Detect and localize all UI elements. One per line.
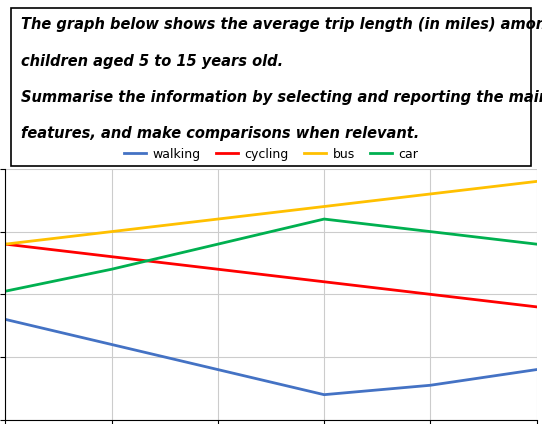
walking bbox=[321, 392, 327, 397]
Text: The graph below shows the average trip length (in miles) among U.S.: The graph below shows the average trip l… bbox=[21, 17, 542, 32]
car bbox=[2, 289, 9, 294]
bus bbox=[533, 179, 540, 184]
walking bbox=[533, 367, 540, 372]
cycling bbox=[427, 292, 434, 297]
bus bbox=[108, 229, 115, 234]
walking bbox=[215, 367, 221, 372]
cycling bbox=[2, 242, 9, 247]
car bbox=[215, 242, 221, 247]
cycling bbox=[215, 267, 221, 272]
Text: features, and make comparisons when relevant.: features, and make comparisons when rele… bbox=[21, 126, 420, 141]
bus bbox=[2, 242, 9, 247]
Text: children aged 5 to 15 years old.: children aged 5 to 15 years old. bbox=[21, 53, 283, 69]
bus bbox=[427, 191, 434, 196]
car bbox=[427, 229, 434, 234]
Text: Summarise the information by selecting and reporting the main: Summarise the information by selecting a… bbox=[21, 90, 542, 105]
car bbox=[533, 242, 540, 247]
Line: cycling: cycling bbox=[5, 244, 537, 307]
Line: bus: bus bbox=[5, 181, 537, 244]
Line: walking: walking bbox=[5, 319, 537, 395]
walking bbox=[427, 383, 434, 388]
bus bbox=[321, 204, 327, 209]
walking bbox=[2, 317, 9, 322]
bus bbox=[215, 217, 221, 222]
cycling bbox=[108, 254, 115, 259]
car bbox=[108, 267, 115, 272]
FancyBboxPatch shape bbox=[11, 8, 531, 166]
car bbox=[321, 217, 327, 222]
cycling bbox=[533, 304, 540, 310]
walking bbox=[108, 342, 115, 347]
cycling bbox=[321, 279, 327, 285]
Line: car: car bbox=[5, 219, 537, 291]
Legend: walking, cycling, bus, car: walking, cycling, bus, car bbox=[119, 142, 423, 165]
